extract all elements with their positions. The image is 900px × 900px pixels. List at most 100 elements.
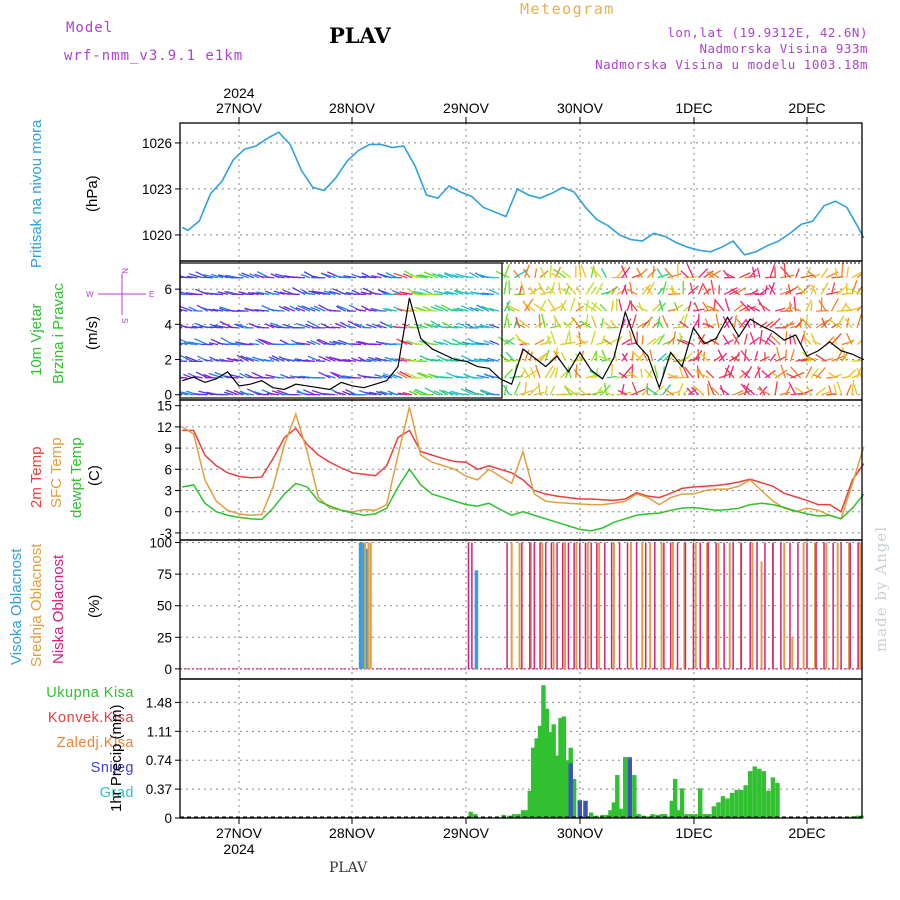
- wind-arrow: [687, 285, 699, 295]
- wind-arrow: [775, 307, 786, 312]
- wind-arrow: [474, 307, 485, 312]
- wind-arrow: [684, 366, 694, 379]
- wind-arrow: [805, 314, 809, 328]
- wind-arrow: [211, 293, 224, 296]
- wind-arrow: [628, 300, 638, 312]
- wind-arrow: [801, 318, 812, 329]
- wind-arrow: [379, 390, 392, 396]
- wind-arrow: [652, 385, 665, 396]
- cloud-bar: [362, 542, 366, 669]
- wind-arrow: [652, 335, 663, 346]
- wind-arrow: [841, 347, 848, 362]
- wind-arrow: [539, 291, 551, 296]
- wind-arrow: [336, 304, 352, 312]
- wind-arrow: [448, 391, 459, 396]
- wind-arrow: [385, 307, 398, 312]
- wind-arrow: [759, 321, 768, 329]
- wind-arrow: [786, 372, 796, 379]
- precip-bar: [662, 814, 668, 818]
- wind-arrow: [503, 336, 515, 346]
- wind-arrow: [306, 340, 316, 346]
- precip-bar: [561, 716, 567, 818]
- wind-arrow: [549, 305, 563, 312]
- precip-bar: [738, 789, 744, 818]
- wind-arrow: [723, 316, 733, 329]
- wind-arrow: [565, 285, 570, 295]
- wind-arrow: [861, 310, 862, 311]
- wind-arrow: [682, 352, 693, 362]
- wind-arrow: [718, 352, 728, 362]
- wind-arrow: [180, 276, 193, 279]
- wind-arrow: [453, 290, 464, 296]
- wind-arrow: [514, 333, 526, 346]
- wind-arrow: [595, 386, 603, 396]
- wind-arrow: [739, 305, 749, 312]
- precip-bar: [669, 800, 675, 818]
- wind-arrow: [780, 266, 792, 279]
- wind-arrow: [744, 274, 759, 279]
- wind-arrow: [351, 357, 362, 362]
- wind-arrow: [740, 350, 751, 362]
- wind-arrow: [503, 368, 513, 379]
- wind-arrow: [203, 359, 213, 362]
- wind-arrow: [180, 291, 188, 296]
- cloud-bar: [367, 542, 370, 669]
- wind-arrow: [585, 314, 589, 328]
- wind-arrow: [549, 367, 556, 379]
- wind-arrow: [806, 385, 812, 395]
- day-label-top: 27NOV: [216, 100, 263, 116]
- cloud-bar: [590, 542, 592, 669]
- wind-arrow: [697, 351, 710, 362]
- wind-arrow: [524, 264, 530, 278]
- wind-arrow: [549, 351, 560, 362]
- wind-arrow: [344, 324, 357, 329]
- wind-arrow: [780, 274, 795, 279]
- precip-bar: [568, 763, 573, 818]
- precip-bar: [577, 800, 582, 818]
- wind-arrow: [544, 349, 550, 362]
- wind-arrow: [828, 385, 833, 395]
- wind-arrow: [549, 264, 552, 278]
- wind-arrow: [856, 273, 862, 279]
- wind-arrow: [815, 319, 829, 329]
- wind-arrow: [740, 383, 751, 396]
- wind-arrow: [180, 342, 188, 346]
- wind-arrow: [395, 358, 408, 362]
- wind-arrow: [264, 359, 275, 362]
- wind-arrow: [694, 302, 700, 312]
- wind-arrow: [456, 307, 469, 312]
- wind-arrow: [430, 306, 444, 312]
- wind-arrow: [533, 303, 546, 312]
- wind-arrow: [590, 330, 596, 345]
- wind-arrow: [236, 309, 249, 312]
- wind-arrow: [330, 309, 341, 312]
- y-tick-label: 50: [157, 599, 172, 614]
- wind-arrow: [453, 325, 464, 329]
- wind-arrow: [414, 388, 428, 396]
- wind-arrow: [717, 349, 725, 362]
- precip-bar: [565, 760, 570, 818]
- precip-bar: [636, 814, 642, 818]
- wind-arrow: [255, 339, 265, 346]
- y-tick-label: 75: [157, 567, 172, 582]
- panel-4: 0 0.37 0.74 1.11 1.48: [146, 679, 862, 826]
- year-label-bottom: 2024: [223, 841, 254, 857]
- wind-arrow: [691, 386, 699, 396]
- wind-arrow: [518, 319, 531, 329]
- wind-arrow: [689, 282, 695, 295]
- wind-arrow: [383, 343, 397, 346]
- wind-arrow: [833, 384, 838, 395]
- wind-arrow: [425, 309, 438, 312]
- precip-bar: [618, 808, 623, 818]
- wind-arrow: [841, 262, 844, 278]
- wind-arrow: [646, 368, 654, 379]
- cloud-bar: [506, 542, 508, 669]
- wind-arrow: [769, 282, 775, 295]
- wind-arrow: [610, 300, 614, 312]
- wind-arrow: [708, 269, 721, 279]
- cloud-bar: [575, 542, 578, 669]
- precip-bar: [775, 782, 780, 818]
- y-tick-label: 2: [164, 353, 172, 368]
- wind-arrow: [433, 290, 449, 296]
